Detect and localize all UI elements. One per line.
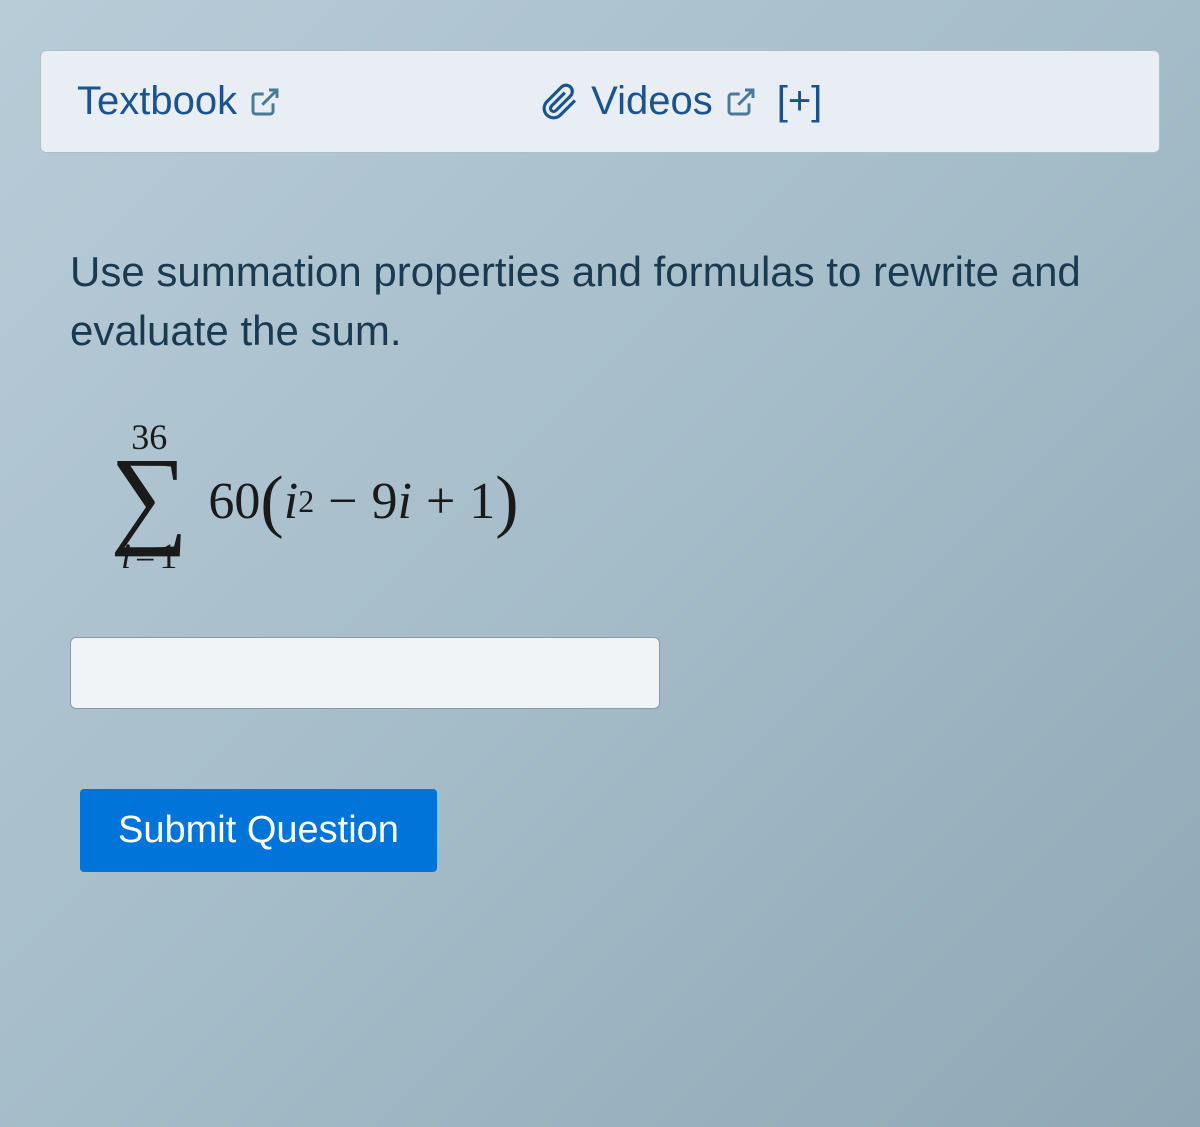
coefficient: 60 — [208, 472, 260, 531]
videos-link[interactable]: Videos — [591, 79, 757, 124]
submit-button[interactable]: Submit Question — [80, 789, 437, 872]
equals-sign: = — [135, 535, 155, 577]
videos-label: Videos — [591, 79, 713, 124]
answer-input[interactable] — [70, 637, 660, 709]
term-coef2: 9 — [372, 472, 398, 531]
index-var: i — [121, 535, 131, 577]
sigma-container: 36 ∑ i = 1 — [110, 416, 188, 578]
minus-op: − — [328, 472, 357, 531]
sigma-symbol: ∑ — [110, 450, 188, 544]
term-var: i — [284, 472, 298, 531]
open-paren: ( — [260, 462, 283, 542]
sigma-lower-limit: i = 1 — [121, 535, 177, 577]
question-area: Use summation properties and formulas to… — [40, 243, 1160, 872]
term-const: 1 — [469, 472, 495, 531]
expand-button[interactable]: [+] — [777, 79, 823, 124]
textbook-label: Textbook — [77, 79, 237, 124]
videos-link-group: Videos [+] — [541, 79, 822, 124]
resource-toolbar: Textbook Videos [+] — [40, 50, 1160, 153]
paperclip-icon — [541, 83, 579, 121]
math-expression: 36 ∑ i = 1 60 ( i 2 − 9 i + 1 ) — [110, 416, 1130, 578]
textbook-link[interactable]: Textbook — [77, 79, 281, 124]
exponent: 2 — [298, 483, 314, 520]
math-body: 60 ( i 2 − 9 i + 1 ) — [208, 456, 518, 536]
external-link-icon — [725, 86, 757, 118]
lower-value: 1 — [159, 535, 177, 577]
close-paren: ) — [495, 462, 518, 542]
term-var2: i — [398, 472, 412, 531]
external-link-icon — [249, 86, 281, 118]
question-prompt: Use summation properties and formulas to… — [70, 243, 1130, 361]
plus-op: + — [426, 472, 455, 531]
